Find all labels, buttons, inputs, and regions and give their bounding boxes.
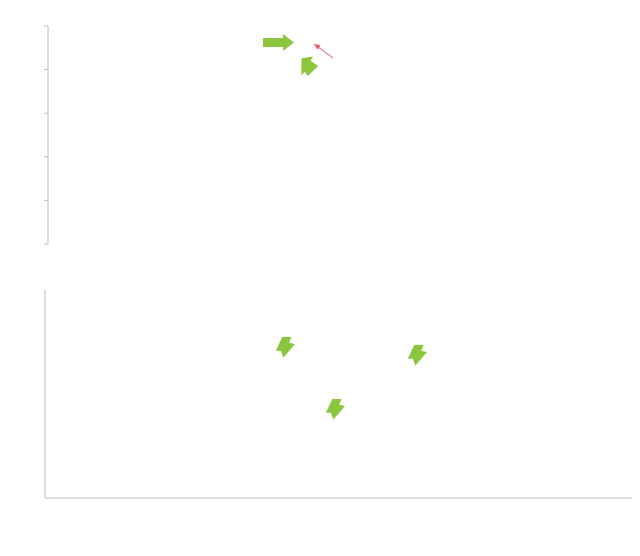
rates-chart [0,0,640,262]
green-arrow-down-right-icon [301,56,319,76]
green-arrow-right-icon [263,34,294,51]
rates-chart-svg [44,25,334,245]
green-arrow-3-icon [407,344,427,366]
assets-chart [0,262,640,556]
green-arrow-1-icon [275,336,295,358]
top-y-ticks [44,25,48,245]
red-pointer-arrow-icon [313,43,334,59]
green-arrow-2-icon [325,398,345,420]
assets-chart-svg [44,290,632,499]
